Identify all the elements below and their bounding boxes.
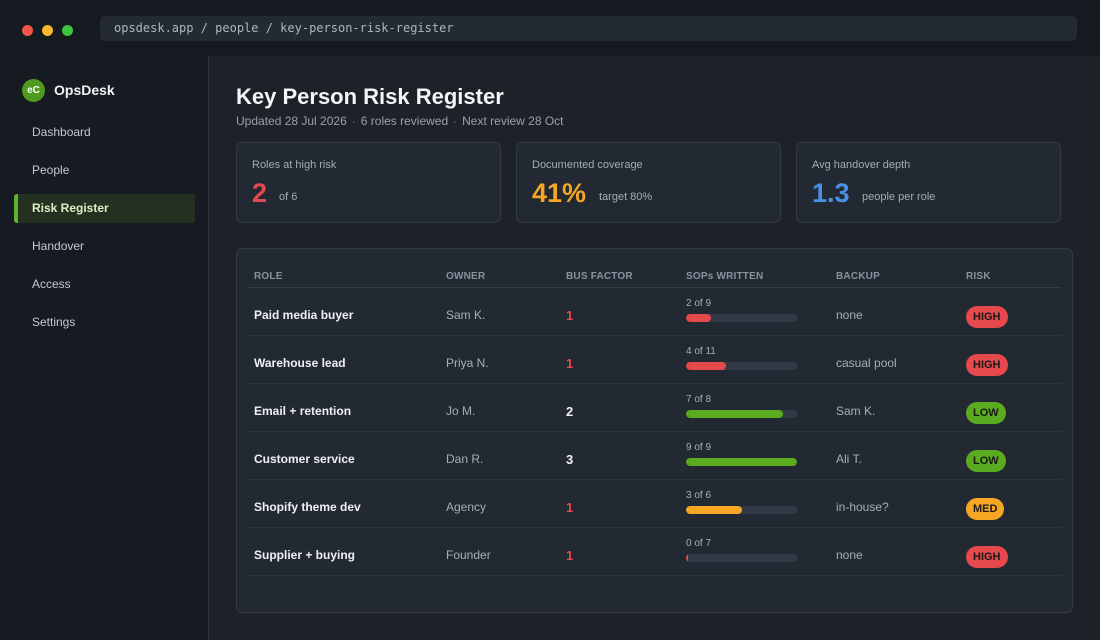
risk-badge: LOW xyxy=(966,402,1006,424)
sops-count: 7 of 8 xyxy=(686,394,712,405)
column-header-role[interactable]: ROLE xyxy=(254,271,283,282)
risk-badge: HIGH xyxy=(966,546,1008,568)
column-header-owner[interactable]: OWNER xyxy=(446,271,486,282)
sops-progress-fill xyxy=(686,458,797,466)
stat-value: 1.3 xyxy=(812,178,850,208)
stat-card-handover-depth: Avg handover depth 1.3 people per role xyxy=(796,142,1061,223)
risk-table: ROLE OWNER BUS FACTOR SOPs WRITTEN BACKU… xyxy=(236,248,1073,613)
table-row[interactable]: Supplier + buying Founder 1 0 of 7 none HIGH xyxy=(248,528,1061,576)
role-name: Warehouse lead xyxy=(254,356,346,370)
column-header-sops[interactable]: SOPs WRITTEN xyxy=(686,271,764,282)
stat-label: Documented coverage xyxy=(532,159,643,171)
sops-progress-fill xyxy=(686,554,688,562)
sops-progress-bar xyxy=(686,506,797,514)
bus-factor: 2 xyxy=(566,404,574,419)
owner-name: Priya N. xyxy=(446,356,489,370)
brand[interactable]: eC OpsDesk xyxy=(22,78,115,102)
stat-card-high-risk: Roles at high risk 2 of 6 xyxy=(236,142,501,223)
risk-badge: HIGH xyxy=(966,354,1008,376)
owner-name: Founder xyxy=(446,548,491,562)
table-row[interactable]: Shopify theme dev Agency 1 3 of 6 in-house? M… xyxy=(248,480,1061,528)
stat-label: Roles at high risk xyxy=(252,159,337,171)
sops-count: 0 of 7 xyxy=(686,538,712,549)
sidebar-item-risk-register[interactable]: Risk Register xyxy=(14,194,195,223)
stat-note: target 80% xyxy=(599,191,653,203)
risk-badge: MED xyxy=(966,498,1005,520)
stat-note: people per role xyxy=(862,191,936,203)
owner-name: Jo M. xyxy=(446,404,476,418)
owner-name: Sam K. xyxy=(446,308,486,322)
backup-name: Ali T. xyxy=(836,452,862,466)
next-review: Next review 28 Oct xyxy=(462,114,564,128)
owner-name: Dan R. xyxy=(446,452,484,466)
sidebar-item-settings[interactable]: Settings xyxy=(32,315,76,329)
stat-value: 41% xyxy=(532,178,587,208)
column-header-backup[interactable]: BACKUP xyxy=(836,271,880,282)
sidebar: eC OpsDesk Dashboard People Risk Registe… xyxy=(0,56,209,640)
role-name: Supplier + buying xyxy=(254,548,356,562)
sops-count: 3 of 6 xyxy=(686,490,712,501)
sops-progress-bar xyxy=(686,410,797,418)
backup-name: none xyxy=(836,308,863,322)
minimize-window-button[interactable] xyxy=(42,25,53,36)
browser-chrome: opsdesk.app / people / key-person-risk-r… xyxy=(0,0,1100,56)
owner-name: Agency xyxy=(446,500,487,514)
sidebar-item-dashboard[interactable]: Dashboard xyxy=(32,125,91,139)
table-row[interactable]: Email + retention Jo M. 2 7 of 8 Sam K. LOW xyxy=(248,384,1061,432)
header-divider xyxy=(248,287,1061,288)
sops-progress-bar xyxy=(686,554,797,562)
role-name: Paid media buyer xyxy=(254,308,354,322)
table-row[interactable]: Customer service Dan R. 3 9 of 9 Ali T. LOW xyxy=(248,432,1061,480)
logo-icon: eC xyxy=(22,78,45,102)
brand-name: OpsDesk xyxy=(54,82,115,98)
sidebar-item-access[interactable]: Access xyxy=(32,277,71,291)
sops-progress-fill xyxy=(686,410,783,418)
backup-name: none xyxy=(836,548,863,562)
sidebar-item-people[interactable]: People xyxy=(32,163,70,177)
bus-factor: 1 xyxy=(566,308,574,323)
maximize-window-button[interactable] xyxy=(62,25,73,36)
sops-progress-fill xyxy=(686,314,711,322)
risk-badge: HIGH xyxy=(966,306,1008,328)
column-header-bus-factor[interactable]: BUS FACTOR xyxy=(566,271,633,282)
bus-factor: 3 xyxy=(566,452,574,467)
role-name: Email + retention xyxy=(254,404,352,418)
stat-value: 2 xyxy=(252,178,268,208)
page-subtitle: Updated 28 Jul 2026 · 6 roles reviewed · Nex… xyxy=(236,114,564,128)
sidebar-item-handover[interactable]: Handover xyxy=(32,239,85,253)
column-header-risk[interactable]: RISK xyxy=(966,271,991,282)
updated-date: Updated 28 Jul 2026 xyxy=(236,114,347,128)
bus-factor: 1 xyxy=(566,356,574,371)
table-row[interactable]: Warehouse lead Priya N. 1 4 of 11 casual poo… xyxy=(248,336,1061,384)
stat-label: Avg handover depth xyxy=(812,159,911,171)
stat-card-coverage: Documented coverage 41% target 80% xyxy=(516,142,781,223)
roles-reviewed: 6 roles reviewed xyxy=(360,114,449,128)
sops-progress-bar xyxy=(686,458,797,466)
sops-progress-bar xyxy=(686,362,797,370)
sops-progress-fill xyxy=(686,362,726,370)
risk-badge: LOW xyxy=(966,450,1006,472)
sidebar-nav: Dashboard People Risk Register Handover … xyxy=(14,118,195,346)
sops-count: 9 of 9 xyxy=(686,442,712,453)
backup-name: Sam K. xyxy=(836,404,876,418)
page-title: Key Person Risk Register xyxy=(236,84,504,109)
table-row[interactable]: Paid media buyer Sam K. 1 2 of 9 none HIGH xyxy=(248,288,1061,336)
sops-progress-bar xyxy=(686,314,797,322)
role-name: Shopify theme dev xyxy=(254,500,361,514)
sops-count: 2 of 9 xyxy=(686,298,712,309)
stat-note: of 6 xyxy=(279,191,298,203)
sops-count: 4 of 11 xyxy=(686,346,716,357)
role-name: Customer service xyxy=(254,452,355,466)
backup-name: in-house? xyxy=(836,500,889,514)
bus-factor: 1 xyxy=(566,548,574,563)
backup-name: casual pool xyxy=(836,356,897,370)
bus-factor: 1 xyxy=(566,500,574,515)
sops-progress-fill xyxy=(686,506,742,514)
address-bar[interactable]: opsdesk.app / people / key-person-risk-r… xyxy=(100,16,1077,41)
close-window-button[interactable] xyxy=(22,25,33,36)
